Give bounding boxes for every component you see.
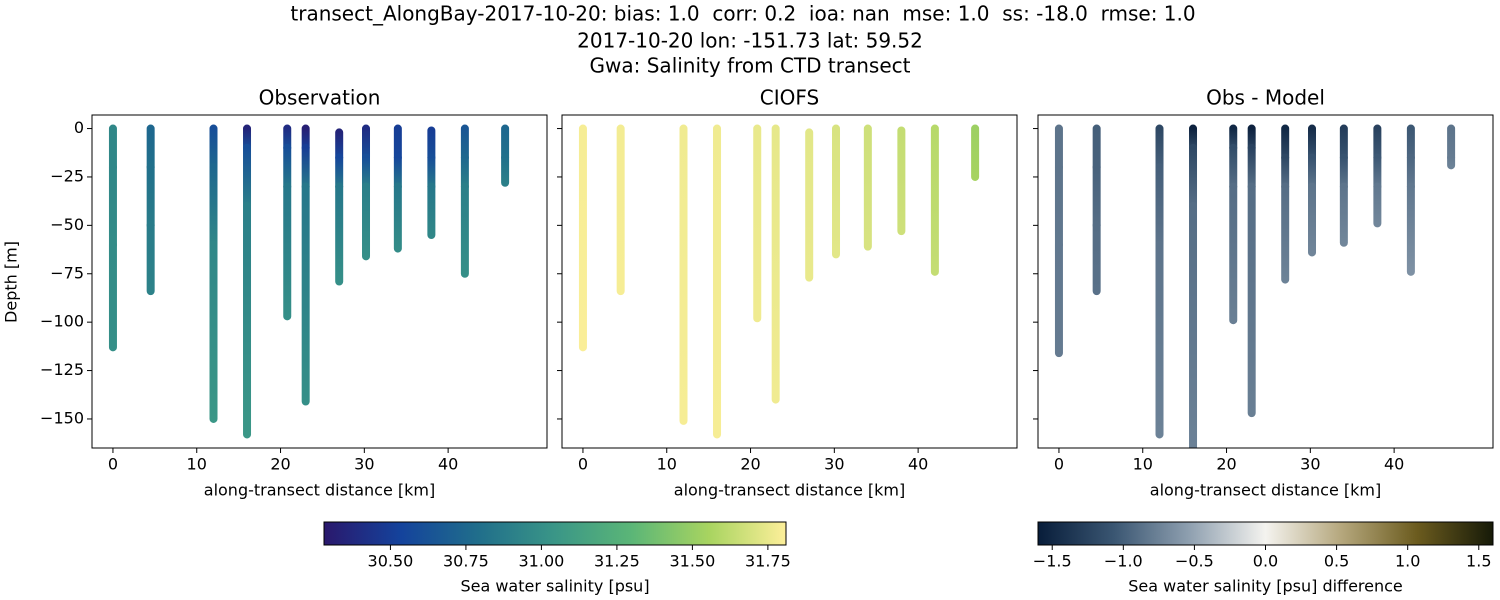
colorbar-tick-label: 31.50 xyxy=(669,552,715,571)
suptitle: transect_AlongBay-2017-10-20: bias: 1.0 … xyxy=(290,2,1195,26)
colorbar-tick-label: 31.00 xyxy=(519,552,565,571)
x-tick-label: 20 xyxy=(270,455,290,474)
colorbar-label: Sea water salinity [psu] xyxy=(460,577,649,596)
x-tick-label: 0 xyxy=(1054,455,1064,474)
panel-title: CIOFS xyxy=(760,86,819,110)
colorbar-tick-label: 31.25 xyxy=(594,552,640,571)
plot-area xyxy=(108,124,510,439)
plot-area xyxy=(1054,124,1456,448)
x-tick-label: 10 xyxy=(1133,455,1153,474)
y-tick-label: −75 xyxy=(50,263,84,282)
axes-frame xyxy=(91,114,548,449)
x-tick-label: 40 xyxy=(908,455,928,474)
x-tick-label: 40 xyxy=(438,455,458,474)
axes-frame xyxy=(1037,114,1494,449)
y-tick-label: −100 xyxy=(40,312,84,331)
y-tick-label: −150 xyxy=(40,408,84,427)
x-tick-label: 40 xyxy=(1384,455,1404,474)
x-tick-label: 20 xyxy=(1216,455,1236,474)
x-axis-label: along-transect distance [km] xyxy=(204,481,435,500)
colorbar-label: Sea water salinity [psu] difference xyxy=(1128,577,1403,596)
x-tick-label: 0 xyxy=(578,455,588,474)
y-tick-label: −125 xyxy=(40,360,84,379)
colorbar-tick-label: −1.5 xyxy=(1033,552,1072,571)
x-tick-label: 20 xyxy=(740,455,760,474)
y-tick-label: −50 xyxy=(50,215,84,234)
colorbar-tick-label: 1.5 xyxy=(1466,552,1491,571)
y-axis-label: Depth [m] xyxy=(2,241,21,323)
colorbar-tick-label: 30.75 xyxy=(443,552,489,571)
plot-area xyxy=(578,124,980,439)
panel-title: Observation xyxy=(259,86,381,110)
y-tick-label: −25 xyxy=(50,166,84,185)
colorbar-tick-label: −1.0 xyxy=(1104,552,1143,571)
colorbar-tick-label: 0.5 xyxy=(1324,552,1349,571)
x-axis-label: along-transect distance [km] xyxy=(1150,481,1381,500)
colorbar-tick-label: 31.75 xyxy=(745,552,791,571)
x-tick-label: 30 xyxy=(1300,455,1320,474)
y-tick-label: 0 xyxy=(74,118,84,137)
x-tick-label: 10 xyxy=(187,455,207,474)
x-tick-label: 10 xyxy=(657,455,677,474)
x-tick-label: 30 xyxy=(354,455,374,474)
colorbar-tick-label: 1.0 xyxy=(1395,552,1420,571)
colorbar xyxy=(323,521,787,546)
x-tick-label: 30 xyxy=(824,455,844,474)
colorbar xyxy=(1037,521,1494,546)
colorbar-tick-label: 30.50 xyxy=(368,552,414,571)
panel-title: Obs - Model xyxy=(1206,86,1325,110)
x-tick-label: 0 xyxy=(108,455,118,474)
x-axis-label: along-transect distance [km] xyxy=(674,481,905,500)
suptitle: 2017-10-20 lon: -151.73 lat: 59.52 xyxy=(577,29,923,53)
suptitle: Gwa: Salinity from CTD transect xyxy=(590,54,911,78)
axes-frame xyxy=(561,114,1018,449)
colorbar-tick-label: 0.0 xyxy=(1253,552,1278,571)
colorbar-tick-label: −0.5 xyxy=(1175,552,1214,571)
